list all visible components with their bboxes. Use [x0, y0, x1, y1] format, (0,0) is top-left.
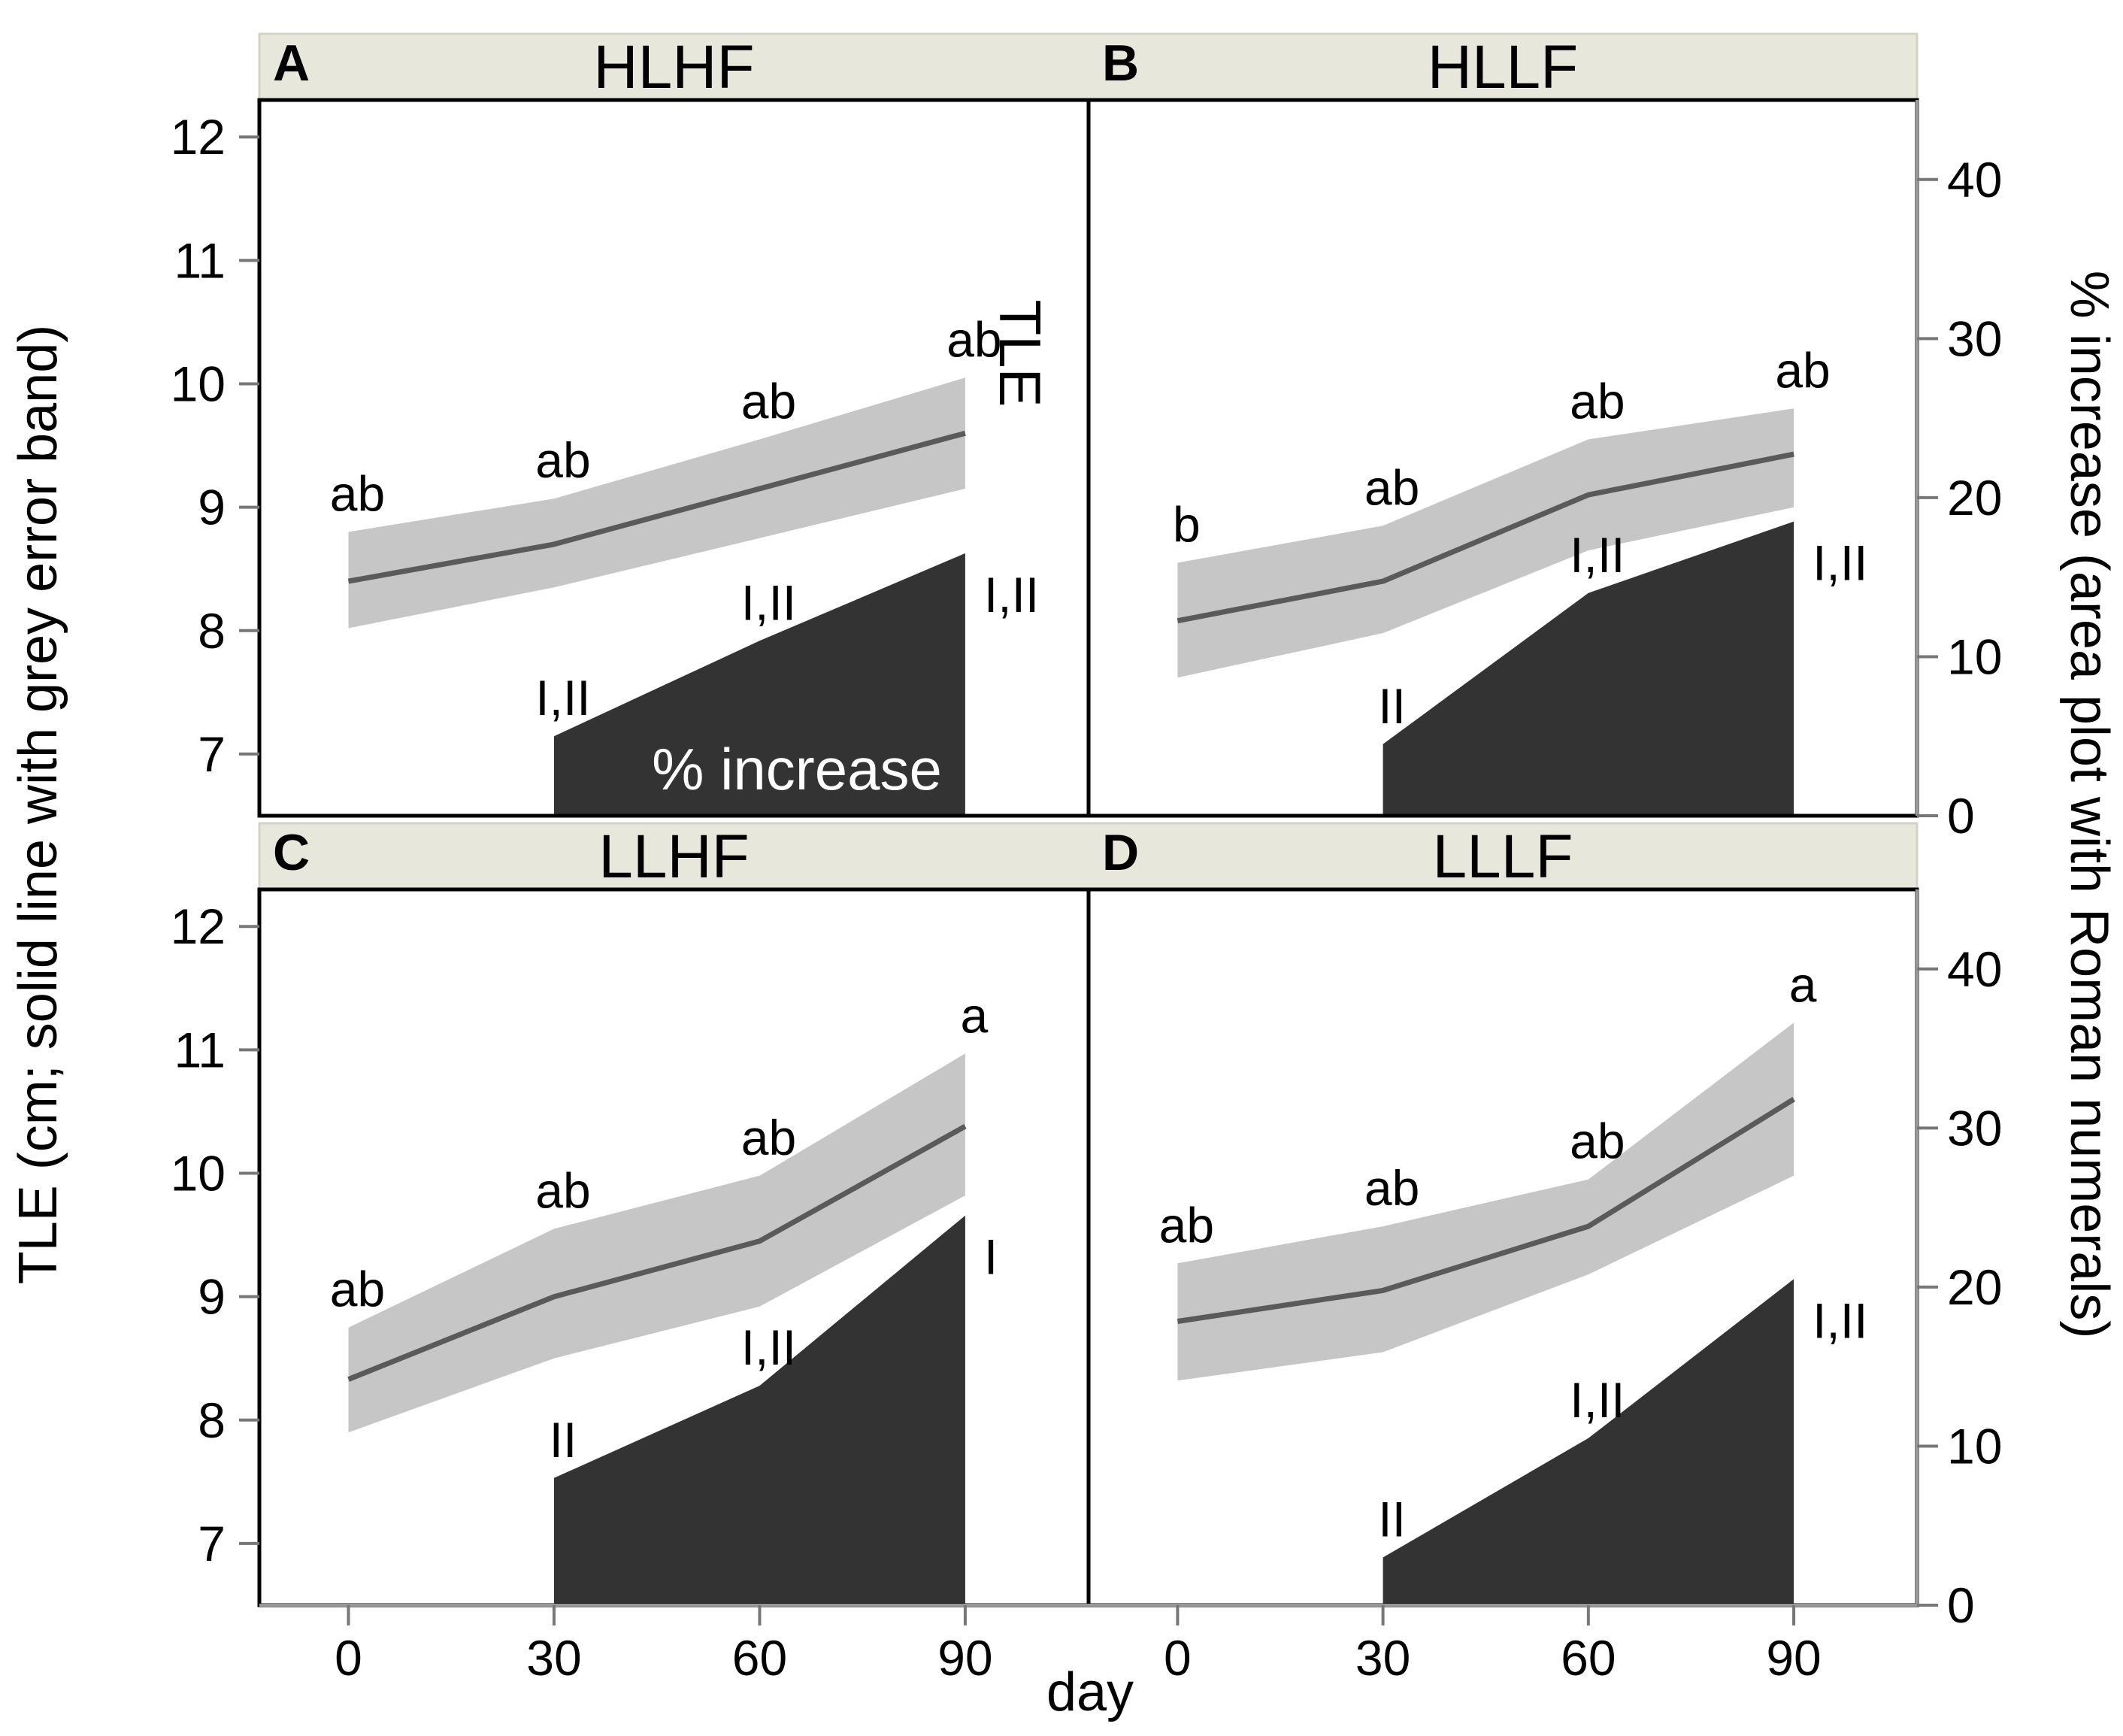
percent-increase-area [554, 553, 965, 816]
tle-line [347, 430, 966, 584]
x-tick-label: 30 [1355, 1630, 1410, 1686]
panel-letter-b: B [1102, 35, 1139, 92]
panel-title-c: LLHF [598, 823, 750, 891]
right-y-axis-title: % increase (area plot with Roman numeral… [2059, 271, 2119, 1339]
x-tick-label: 0 [335, 1630, 362, 1686]
x-axis-title: day [1046, 1662, 1134, 1722]
right-y-tick-label: 10 [1947, 629, 2002, 684]
panel-letter-c: C [273, 824, 310, 881]
left-y-tick-label: 8 [198, 603, 226, 659]
tle-significance-letter: ab [330, 465, 385, 521]
panel-title-b: HLLF [1428, 33, 1579, 101]
left-y-axis-title: TLE (cm; solid line with grey error band… [8, 325, 68, 1284]
right-y-tick-label: 40 [1947, 941, 2002, 997]
left-y-tick-label: 10 [171, 1146, 226, 1201]
x-tick-label: 60 [732, 1630, 787, 1686]
percent-increase-inline-label: % increase [652, 736, 942, 802]
right-y-tick-label: 30 [1947, 311, 2002, 366]
right-y-tick-label: 40 [1947, 152, 2002, 208]
panel-b: HLLF Bb ab ab ab II I,II I,II [1086, 33, 1919, 818]
tle-significance-letter: ab [330, 1262, 385, 1317]
tle-line [347, 1124, 967, 1382]
right-y-tick-label: 0 [1947, 1577, 1975, 1633]
right-y-tick-label: 30 [1947, 1100, 2002, 1156]
tle-significance-letter: ab [741, 1110, 796, 1165]
panel-title-d: LLLF [1433, 823, 1573, 891]
x-tick-label: 90 [937, 1630, 992, 1686]
left-y-tick-label: 7 [198, 1516, 226, 1571]
percent-increase-area [554, 1215, 965, 1605]
strip-top-background [258, 32, 1919, 101]
left-y-tick-label: 11 [174, 232, 226, 288]
percent-increase-area [1383, 521, 1794, 816]
tle-significance-letter: ab [535, 432, 590, 488]
percent-increase-numeral: I [984, 1229, 998, 1285]
percent-increase-numeral: II [1378, 1492, 1406, 1547]
left-y-tick-label: 12 [171, 109, 226, 165]
tle-error-band [348, 377, 965, 629]
tle-significance-letter: ab [741, 373, 796, 429]
x-tick-label: 0 [1164, 1630, 1192, 1686]
left-y-tick-label: 11 [174, 1022, 226, 1077]
tle-inline-label: TLE [987, 299, 1053, 407]
left-y-tick-label: 12 [171, 898, 226, 954]
tle-error-band [1177, 1023, 1794, 1381]
right-y-tick-label: 0 [1947, 788, 1975, 844]
percent-increase-numeral: I,II [1813, 1292, 1867, 1348]
percent-increase-numeral: I,II [1570, 1372, 1625, 1428]
panel-d: LLLF Dab ab ab a II I,II I,II [1086, 823, 1919, 1607]
strip-bottom-background [258, 822, 1919, 891]
right-y-tick-label: 10 [1947, 1418, 2002, 1474]
right-y-tick-label: 20 [1947, 470, 2002, 526]
tle-significance-letter: ab [1159, 1197, 1214, 1253]
x-tick-label: 60 [1561, 1630, 1616, 1686]
axes: 7 8 9 10 11 12 0 10 20 30 40 7 8 9 10 11 12 0 10 20 30 40 0 30 6… [171, 100, 2002, 1686]
x-tick-label: 30 [526, 1630, 581, 1686]
tle-significance-letter: ab [1364, 459, 1419, 515]
percent-increase-numeral: I,II [1570, 527, 1625, 583]
tle-significance-letter: a [961, 987, 989, 1043]
panel-letter-a: A [273, 35, 310, 92]
tle-error-band [1177, 408, 1794, 678]
tle-significance-letter: ab [1570, 373, 1625, 429]
tle-significance-letter: ab [1775, 342, 1830, 398]
tle-significance-letter: ab [1570, 1113, 1625, 1169]
left-y-tick-label: 8 [198, 1392, 226, 1448]
percent-increase-numeral: I,II [1813, 535, 1867, 591]
x-tick-label: 90 [1766, 1630, 1821, 1686]
panel-letter-d: D [1102, 824, 1139, 881]
percent-increase-area [1383, 1279, 1794, 1605]
tle-significance-letter: b [1173, 497, 1201, 553]
left-y-tick-label: 9 [198, 1269, 226, 1325]
percent-increase-numeral: II [550, 1412, 577, 1468]
panel-title-a: HLHF [593, 33, 754, 101]
percent-increase-numeral: I,II [535, 670, 590, 726]
tle-line [1177, 1097, 1795, 1324]
panel-c: LLHF Cab ab ab a II I,II I [257, 823, 1091, 1607]
tle-significance-letter: ab [946, 311, 1001, 367]
left-y-tick-label: 10 [171, 356, 226, 412]
tle-significance-letter: ab [1364, 1160, 1419, 1216]
left-y-tick-label: 7 [198, 726, 226, 782]
percent-increase-numeral: I,II [984, 567, 1039, 623]
percent-increase-numeral: I,II [741, 574, 796, 630]
tle-significance-letter: a [1789, 956, 1817, 1012]
left-y-tick-label: 9 [198, 480, 226, 535]
tle-significance-letter: ab [535, 1162, 590, 1218]
percent-increase-numeral: II [1378, 678, 1406, 734]
tle-line [1177, 451, 1794, 624]
panel-a: HLHF Aab ab ab ab I,II I,II I,II TLE % increase [257, 33, 1091, 818]
percent-increase-numeral: I,II [741, 1319, 796, 1375]
tle-error-band [348, 1053, 965, 1433]
right-y-tick-label: 20 [1947, 1259, 2002, 1315]
